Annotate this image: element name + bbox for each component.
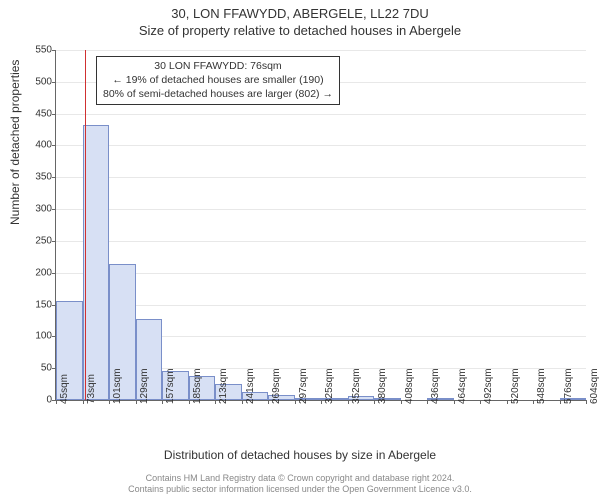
grid-line: [56, 114, 586, 115]
x-tick-mark: [480, 400, 481, 404]
grid-line: [56, 145, 586, 146]
x-tick-label: 604sqm: [589, 368, 600, 404]
x-tick-mark: [560, 400, 561, 404]
x-tick-label: 548sqm: [536, 368, 547, 404]
y-tick-label: 450: [35, 108, 56, 119]
x-tick-mark: [242, 400, 243, 404]
property-marker-line: [85, 50, 86, 400]
title-main: 30, LON FFAWYDD, ABERGELE, LL22 7DU: [0, 0, 600, 21]
x-tick-label: 464sqm: [457, 368, 468, 404]
y-tick-label: 350: [35, 172, 56, 183]
grid-line: [56, 273, 586, 274]
x-tick-label: 101sqm: [112, 368, 123, 404]
y-tick-label: 550: [35, 45, 56, 56]
x-tick-mark: [56, 400, 57, 404]
x-tick-label: 45sqm: [59, 374, 70, 404]
x-axis-label: Distribution of detached houses by size …: [0, 448, 600, 462]
grid-line: [56, 50, 586, 51]
x-tick-mark: [454, 400, 455, 404]
x-tick-mark: [374, 400, 375, 404]
x-tick-mark: [136, 400, 137, 404]
chart-container: 30, LON FFAWYDD, ABERGELE, LL22 7DU Size…: [0, 0, 600, 500]
y-tick-label: 0: [46, 395, 56, 406]
grid-line: [56, 305, 586, 306]
x-tick-mark: [215, 400, 216, 404]
x-tick-label: 157sqm: [165, 368, 176, 404]
x-tick-mark: [586, 400, 587, 404]
x-tick-mark: [427, 400, 428, 404]
x-tick-label: 520sqm: [510, 368, 521, 404]
x-tick-label: 408sqm: [404, 368, 415, 404]
x-tick-label: 185sqm: [192, 368, 203, 404]
annotation-line-3: 80% of semi-detached houses are larger (…: [103, 87, 333, 101]
x-tick-mark: [162, 400, 163, 404]
grid-line: [56, 209, 586, 210]
x-tick-label: 380sqm: [377, 368, 388, 404]
y-tick-label: 150: [35, 299, 56, 310]
grid-line: [56, 241, 586, 242]
x-tick-label: 269sqm: [271, 368, 282, 404]
footer-credits: Contains HM Land Registry data © Crown c…: [0, 473, 600, 496]
x-tick-mark: [348, 400, 349, 404]
x-tick-mark: [507, 400, 508, 404]
x-tick-mark: [109, 400, 110, 404]
footer-line-1: Contains HM Land Registry data © Crown c…: [0, 473, 600, 485]
x-tick-mark: [533, 400, 534, 404]
histogram-bar: [83, 125, 110, 400]
x-tick-mark: [268, 400, 269, 404]
y-tick-label: 400: [35, 140, 56, 151]
x-tick-mark: [83, 400, 84, 404]
annotation-line-1: 30 LON FFAWYDD: 76sqm: [103, 59, 333, 73]
x-tick-label: 436sqm: [430, 368, 441, 404]
plot-area: 30 LON FFAWYDD: 76sqm ← 19% of detached …: [55, 50, 586, 401]
x-tick-label: 576sqm: [563, 368, 574, 404]
y-axis-label: Number of detached properties: [8, 60, 22, 225]
footer-line-2: Contains public sector information licen…: [0, 484, 600, 496]
x-tick-mark: [401, 400, 402, 404]
y-tick-label: 500: [35, 76, 56, 87]
x-tick-label: 129sqm: [139, 368, 150, 404]
y-tick-label: 200: [35, 267, 56, 278]
x-tick-mark: [295, 400, 296, 404]
annotation-box: 30 LON FFAWYDD: 76sqm ← 19% of detached …: [96, 56, 340, 105]
y-tick-label: 250: [35, 235, 56, 246]
x-tick-label: 325sqm: [324, 368, 335, 404]
annotation-line-2: ← 19% of detached houses are smaller (19…: [103, 73, 333, 87]
x-tick-label: 213sqm: [218, 368, 229, 404]
x-tick-label: 241sqm: [245, 368, 256, 404]
grid-line: [56, 177, 586, 178]
x-tick-mark: [321, 400, 322, 404]
title-sub: Size of property relative to detached ho…: [0, 21, 600, 38]
x-tick-label: 297sqm: [298, 368, 309, 404]
x-tick-label: 73sqm: [86, 374, 97, 404]
x-tick-label: 492sqm: [483, 368, 494, 404]
x-tick-mark: [189, 400, 190, 404]
y-tick-label: 100: [35, 331, 56, 342]
y-tick-label: 300: [35, 204, 56, 215]
x-tick-label: 352sqm: [351, 368, 362, 404]
y-tick-label: 50: [41, 363, 56, 374]
